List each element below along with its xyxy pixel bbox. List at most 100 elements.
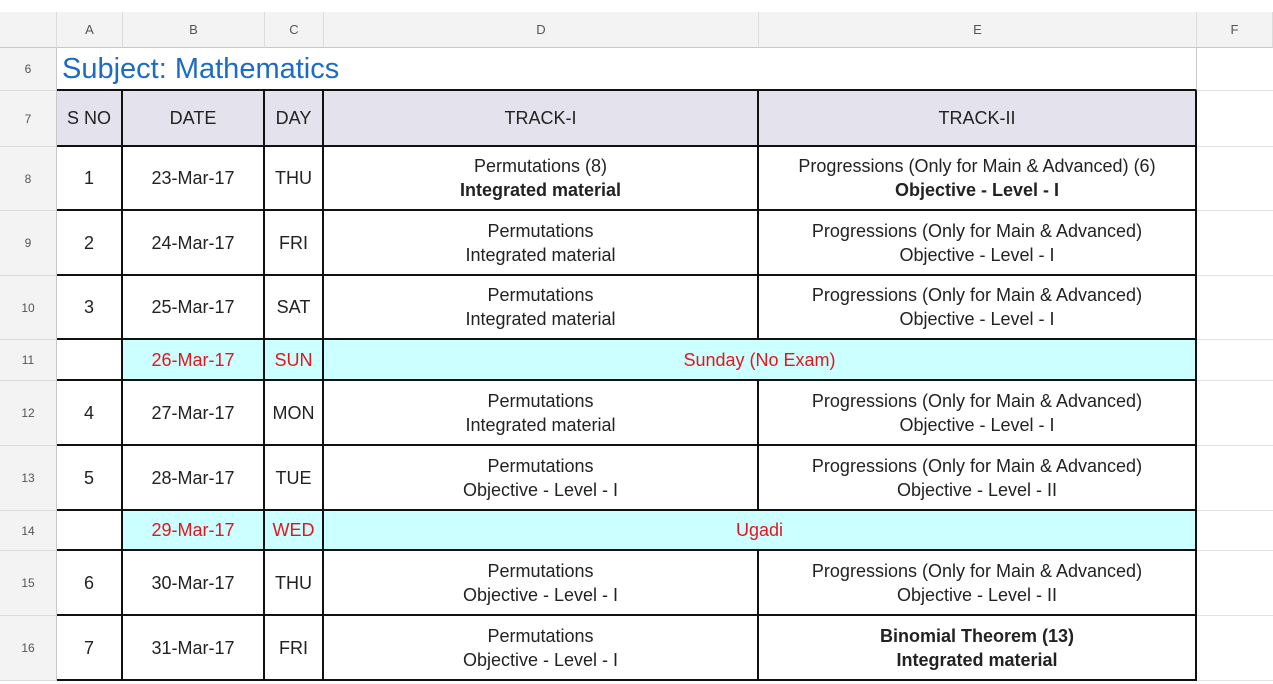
date-cell[interactable]: 25-Mar-17 — [123, 276, 265, 340]
date-cell[interactable]: 31-Mar-17 — [123, 616, 265, 681]
row-header-12[interactable]: 12 — [0, 381, 57, 446]
header-label: TRACK-II — [938, 108, 1016, 128]
column-header-e[interactable]: E — [759, 12, 1197, 48]
holiday-note-cell[interactable]: Sunday (No Exam) — [324, 340, 1197, 381]
cell-f6[interactable] — [1197, 48, 1273, 91]
row-header-9[interactable]: 9 — [0, 211, 57, 276]
track-1-line: Objective - Level - I — [462, 649, 619, 670]
track-2-cell[interactable]: Progressions (Only for Main & Advanced) O… — [759, 276, 1197, 340]
track-2-cell[interactable]: Progressions (Only for Main & Advanced) … — [759, 147, 1197, 211]
holiday-note: Ugadi — [735, 520, 784, 540]
sno-cell[interactable] — [57, 340, 123, 381]
day-cell[interactable]: SUN — [265, 340, 324, 381]
track-1-cell[interactable]: Permutations Objective - Level - I — [324, 446, 759, 511]
header-cell-s-no[interactable]: S NO — [57, 91, 123, 147]
column-header-f[interactable]: F — [1197, 12, 1273, 48]
column-header-d[interactable]: D — [324, 12, 759, 48]
sno-value: 2 — [83, 232, 94, 253]
track-1-line: Permutations — [487, 220, 594, 241]
row-number: 16 — [21, 641, 35, 655]
select-all-corner[interactable] — [0, 12, 57, 48]
cell-f14[interactable] — [1197, 511, 1273, 551]
track-2-cell[interactable]: Progressions (Only for Main & Advanced) O… — [759, 381, 1197, 446]
date-cell[interactable]: 24-Mar-17 — [123, 211, 265, 276]
track-1-cell[interactable]: Permutations Integrated material — [324, 381, 759, 446]
row-number: 8 — [24, 171, 32, 186]
cell-f16[interactable] — [1197, 616, 1273, 681]
cell-f13[interactable] — [1197, 446, 1273, 511]
day-cell[interactable]: FRI — [265, 616, 324, 681]
row-header-15[interactable]: 15 — [0, 551, 57, 616]
column-header-b[interactable]: B — [123, 12, 265, 48]
cell-f12[interactable] — [1197, 381, 1273, 446]
track-2-line: Progressions (Only for Main & Advanced) — [811, 455, 1143, 476]
date-cell[interactable]: 27-Mar-17 — [123, 381, 265, 446]
sno-cell[interactable]: 4 — [57, 381, 123, 446]
sno-cell[interactable]: 3 — [57, 276, 123, 340]
row-header-8[interactable]: 8 — [0, 147, 57, 211]
track-1-line: Permutations — [487, 625, 594, 646]
track-1-cell[interactable]: Permutations Objective - Level - I — [324, 551, 759, 616]
day-value: FRI — [279, 232, 308, 253]
track-1-cell[interactable]: Permutations Integrated material — [324, 276, 759, 340]
holiday-note-cell[interactable]: Ugadi — [324, 511, 1197, 551]
date-value: 23-Mar-17 — [151, 168, 235, 188]
row-header-6[interactable]: 6 — [0, 48, 57, 91]
track-1-line: Integrated material — [465, 309, 616, 329]
cell-f7[interactable] — [1197, 91, 1273, 147]
track-2-cell[interactable]: Progressions (Only for Main & Advanced) O… — [759, 211, 1197, 276]
subject-title-cell[interactable]: Subject: Mathematics — [57, 48, 1197, 91]
row-number: 6 — [24, 62, 32, 76]
track-2-line: Objective - Level - II — [896, 479, 1058, 500]
header-cell-track-ii[interactable]: TRACK-II — [759, 91, 1197, 147]
header-cell-day[interactable]: DAY — [265, 91, 324, 147]
cell-f8[interactable] — [1197, 147, 1273, 211]
date-cell[interactable]: 29-Mar-17 — [123, 511, 265, 551]
header-cell-date[interactable]: DATE — [123, 91, 265, 147]
cell-f15[interactable] — [1197, 551, 1273, 616]
track-2-cell[interactable]: Progressions (Only for Main & Advanced) O… — [759, 446, 1197, 511]
sno-cell[interactable] — [57, 511, 123, 551]
date-cell[interactable]: 23-Mar-17 — [123, 147, 265, 211]
header-cell-track-i[interactable]: TRACK-I — [324, 91, 759, 147]
track-2-line: Progressions (Only for Main & Advanced) — [811, 285, 1143, 305]
row-header-7[interactable]: 7 — [0, 91, 57, 147]
sno-cell[interactable]: 6 — [57, 551, 123, 616]
column-letter: A — [85, 21, 94, 37]
cell-f9[interactable] — [1197, 211, 1273, 276]
day-value: THU — [275, 572, 312, 593]
day-cell[interactable]: SAT — [265, 276, 324, 340]
sno-value: 7 — [83, 637, 94, 658]
cell-f10[interactable] — [1197, 276, 1273, 340]
row-number: 12 — [21, 406, 35, 420]
day-cell[interactable]: FRI — [265, 211, 324, 276]
row-header-13[interactable]: 13 — [0, 446, 57, 511]
day-cell[interactable]: WED — [265, 511, 324, 551]
track-1-cell[interactable]: Permutations Objective - Level - I — [324, 616, 759, 681]
track-2-cell[interactable]: Binomial Theorem (13) Integrated material — [759, 616, 1197, 681]
sno-cell[interactable]: 2 — [57, 211, 123, 276]
sno-cell[interactable]: 7 — [57, 616, 123, 681]
date-cell[interactable]: 28-Mar-17 — [123, 446, 265, 511]
date-cell[interactable]: 26-Mar-17 — [123, 340, 265, 381]
track-1-cell[interactable]: Permutations Integrated material — [324, 211, 759, 276]
column-header-c[interactable]: C — [265, 12, 324, 48]
row-header-14[interactable]: 14 — [0, 511, 57, 551]
date-value: 24-Mar-17 — [151, 232, 235, 253]
row-header-16[interactable]: 16 — [0, 616, 57, 681]
track-2-line: Progressions (Only for Main & Advanced) — [811, 390, 1143, 411]
day-cell[interactable]: TUE — [265, 446, 324, 511]
track-1-cell[interactable]: Permutations (8) Integrated material — [324, 147, 759, 211]
day-cell[interactable]: MON — [265, 381, 324, 446]
row-header-11[interactable]: 11 — [0, 340, 57, 381]
date-cell[interactable]: 30-Mar-17 — [123, 551, 265, 616]
column-header-a[interactable]: A — [57, 12, 123, 48]
day-cell[interactable]: THU — [265, 551, 324, 616]
day-cell[interactable]: THU — [265, 147, 324, 211]
sno-cell[interactable]: 5 — [57, 446, 123, 511]
track-2-cell[interactable]: Progressions (Only for Main & Advanced) O… — [759, 551, 1197, 616]
sno-value: 3 — [83, 297, 94, 317]
cell-f11[interactable] — [1197, 340, 1273, 381]
row-header-10[interactable]: 10 — [0, 276, 57, 340]
sno-cell[interactable]: 1 — [57, 147, 123, 211]
